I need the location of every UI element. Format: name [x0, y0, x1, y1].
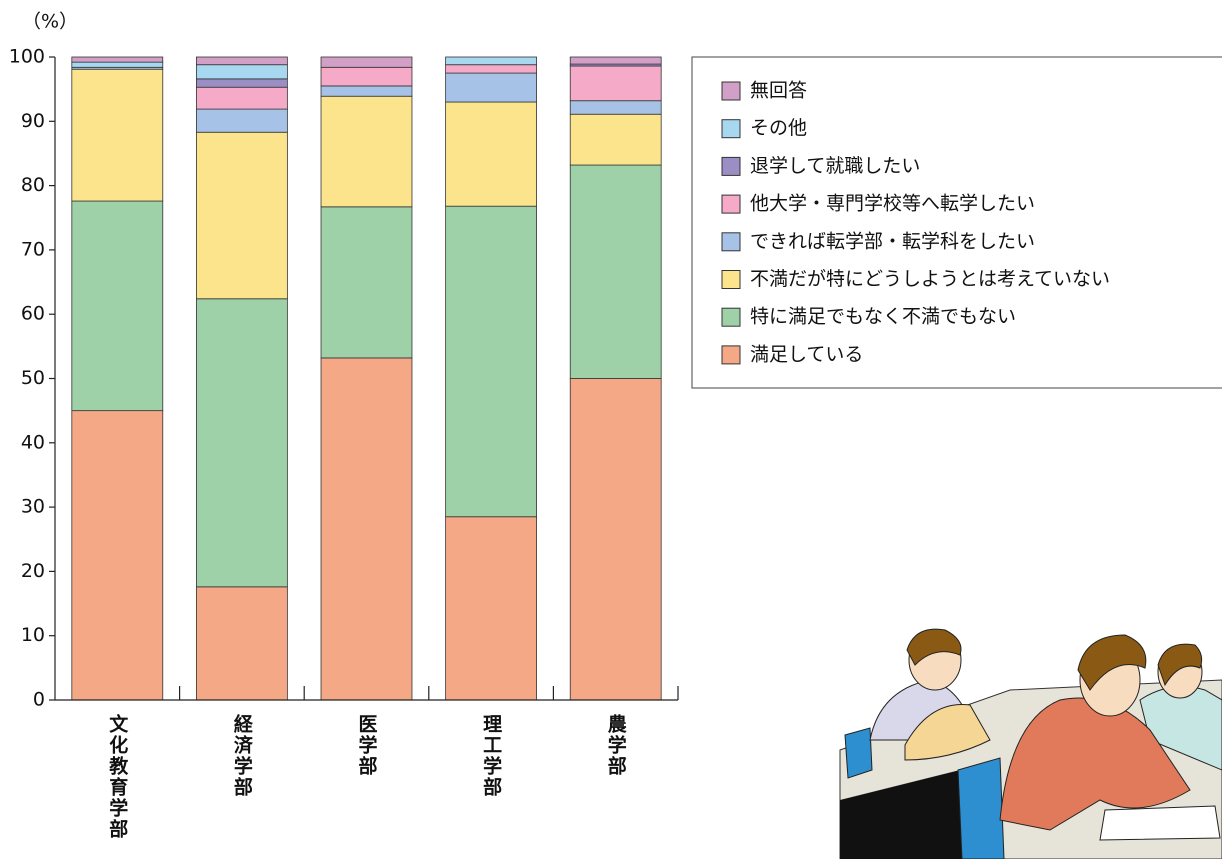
bar-segment	[569, 100, 662, 115]
bar-segment	[320, 357, 413, 701]
legend-label: その他	[750, 117, 807, 139]
legend-label: 特に満足でもなく不満でもない	[750, 306, 1016, 328]
legend-swatch	[721, 307, 741, 327]
bar-segment	[196, 298, 288, 588]
legend-label: 退学して就職したい	[750, 155, 920, 177]
legend-label: できれば転学部・転学科をしたい	[750, 230, 1035, 252]
y-axis-label: （%）	[22, 11, 78, 33]
bar-segment	[320, 206, 413, 359]
x-tick-label: 理工学部	[480, 714, 502, 798]
legend-swatch	[721, 156, 741, 176]
bar-segment	[71, 68, 164, 202]
legend-swatch	[721, 270, 741, 289]
bar-segment	[445, 64, 537, 74]
bar-segment	[445, 205, 537, 518]
x-tick-label: 経済学部	[231, 713, 253, 798]
bar-segment	[196, 64, 288, 80]
bar-segment	[569, 164, 662, 379]
bar-segment	[320, 95, 413, 208]
legend-swatch	[721, 81, 741, 101]
bar-segment	[71, 200, 164, 412]
legend-label: 満足している	[750, 343, 863, 365]
person-hair	[906, 628, 962, 666]
bar-segment	[71, 410, 164, 701]
y-tick-label: 50	[21, 367, 45, 389]
bar-segment	[569, 65, 662, 102]
chair	[844, 727, 873, 779]
legend-swatch	[721, 345, 741, 365]
bar-segment	[445, 101, 537, 207]
y-tick-label: 60	[21, 303, 45, 325]
bar-segment	[196, 586, 288, 701]
y-tick-label: 100	[9, 46, 45, 68]
person-arm	[904, 704, 991, 761]
bar-segment	[445, 516, 537, 701]
legend-label: 無回答	[750, 80, 807, 102]
y-tick-label: 80	[21, 174, 45, 196]
bar-segment	[196, 108, 288, 133]
bar-segment	[196, 78, 288, 88]
y-tick-label: 90	[21, 110, 45, 132]
legend-swatch	[721, 194, 741, 214]
x-tick-label: 農学部	[605, 714, 627, 777]
x-tick-label: 医学部	[356, 714, 378, 777]
bar-segment	[569, 113, 662, 166]
legend-label: 他大学・専門学校等へ転学したい	[750, 193, 1035, 215]
y-tick-label: 70	[21, 238, 45, 260]
bar-segment	[320, 66, 413, 87]
chair	[957, 757, 1005, 859]
bar-segment	[320, 85, 413, 97]
paper	[1099, 805, 1221, 841]
bar-segment	[569, 56, 662, 65]
y-tick-label: 30	[21, 496, 45, 518]
y-tick-label: 40	[21, 431, 45, 453]
bar-segment	[196, 131, 288, 300]
illustration	[839, 628, 1222, 859]
bar-segment	[320, 56, 413, 68]
bar-segment	[196, 86, 288, 110]
y-tick-label: 20	[21, 560, 45, 582]
person-hair	[1157, 643, 1203, 687]
y-tick-label: 10	[21, 624, 45, 646]
legend-box	[691, 56, 1222, 389]
bar-segment	[71, 61, 164, 68]
bar-segment	[196, 56, 288, 66]
desk-shadow	[840, 770, 970, 859]
bar-segment	[445, 72, 537, 103]
bar-segment	[445, 56, 537, 66]
bar-segment	[71, 56, 164, 63]
bar-segment	[569, 378, 662, 701]
legend-swatch	[721, 232, 741, 252]
y-tick-label: 0	[33, 689, 45, 711]
x-tick-label: 文化教育学部	[106, 713, 128, 840]
person-hair	[1077, 634, 1147, 691]
legend-swatch	[721, 119, 741, 139]
legend-label: 不満だが特にどうしようとは考えていない	[750, 268, 1110, 290]
